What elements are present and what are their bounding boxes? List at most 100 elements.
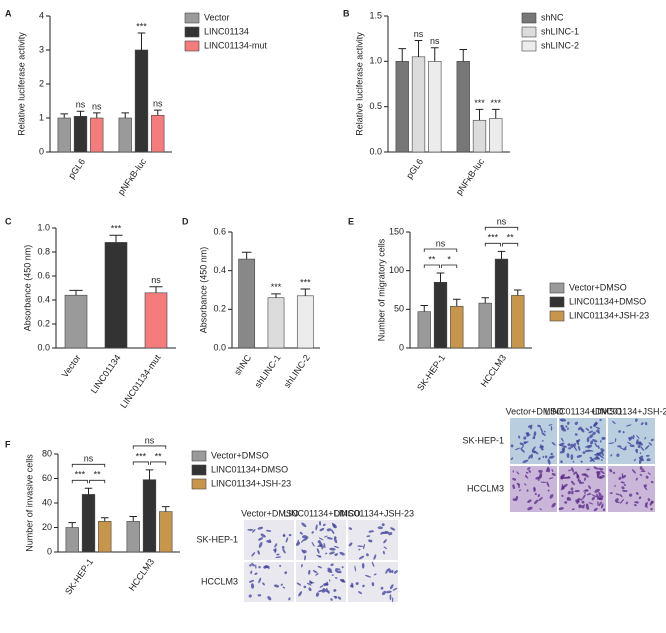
cell xyxy=(303,549,307,554)
cell xyxy=(531,450,536,454)
cell xyxy=(266,529,272,532)
cell xyxy=(257,550,260,555)
bracket-label: *** xyxy=(75,470,86,480)
legend-swatch xyxy=(191,478,207,490)
cell xyxy=(258,541,263,548)
cell xyxy=(623,483,626,487)
cell xyxy=(317,589,325,593)
cell xyxy=(250,583,255,589)
cell xyxy=(296,582,302,586)
error-bar xyxy=(452,298,461,307)
cell xyxy=(380,586,384,590)
cell xyxy=(512,484,516,490)
significance: ns xyxy=(151,275,161,285)
x-tick-label: pNFκB-luc xyxy=(116,156,149,197)
cell xyxy=(566,427,569,430)
cell xyxy=(647,472,651,475)
error-bar xyxy=(481,297,490,304)
cell xyxy=(357,545,364,548)
cell xyxy=(543,430,546,433)
cell xyxy=(629,444,635,448)
cell xyxy=(383,546,388,550)
cell xyxy=(326,537,333,540)
y-tick-label: 0.8 xyxy=(37,246,50,256)
cell xyxy=(248,594,252,598)
cell xyxy=(373,554,377,560)
cell xyxy=(364,574,372,578)
cell xyxy=(548,455,555,459)
cell xyxy=(648,442,653,446)
legend-label: shLINC-2 xyxy=(541,40,579,50)
cell xyxy=(329,551,335,555)
cell xyxy=(523,441,527,445)
cell xyxy=(578,504,582,509)
cell xyxy=(530,453,533,459)
error-bar xyxy=(69,289,83,296)
cell xyxy=(551,502,556,508)
cell xyxy=(582,451,586,455)
cell xyxy=(644,421,648,426)
legend-swatch xyxy=(191,464,207,476)
cell xyxy=(592,431,596,436)
cell xyxy=(566,453,570,458)
cell xyxy=(319,520,322,526)
cell xyxy=(298,591,303,597)
cell xyxy=(580,428,585,433)
cell xyxy=(621,473,624,479)
legend-swatch xyxy=(521,26,537,38)
cell xyxy=(337,596,342,600)
y-tick-label: 1.0 xyxy=(37,222,50,232)
bracket-label: *** xyxy=(136,451,147,461)
bar xyxy=(64,294,88,349)
bar xyxy=(411,56,426,153)
legend-swatch xyxy=(549,310,565,322)
cell xyxy=(327,590,330,594)
cell xyxy=(599,419,602,422)
cell xyxy=(567,490,571,495)
bracket-label: ** xyxy=(94,470,102,480)
x-tick-label: pNFκB-luc xyxy=(454,156,487,197)
cell xyxy=(319,527,325,532)
cell xyxy=(597,452,600,456)
cell xyxy=(267,595,272,601)
cell xyxy=(621,486,625,490)
bar xyxy=(478,302,492,349)
cell xyxy=(282,586,286,589)
cell xyxy=(625,501,629,505)
cell xyxy=(624,446,627,449)
cell xyxy=(546,466,551,473)
cell xyxy=(595,430,599,433)
micrograph xyxy=(559,418,606,464)
micrograph-row-label: SK-HEP-1 xyxy=(462,435,504,445)
cell xyxy=(257,526,264,530)
cell xyxy=(577,479,581,483)
cell xyxy=(581,500,585,504)
cell xyxy=(531,446,536,452)
y-axis-label: Relative luciferase activity xyxy=(354,32,364,136)
cell xyxy=(321,545,324,550)
cell xyxy=(514,447,521,451)
cell xyxy=(365,553,369,557)
cell xyxy=(389,584,394,590)
cell xyxy=(588,485,591,490)
cell xyxy=(568,447,572,450)
bracket-label: ns xyxy=(145,435,155,445)
cell xyxy=(599,495,604,500)
cell xyxy=(308,587,312,592)
cell xyxy=(334,536,337,539)
cell xyxy=(263,565,268,569)
cell xyxy=(635,477,638,481)
cell xyxy=(638,496,642,500)
cell xyxy=(594,453,597,456)
y-tick-label: 100 xyxy=(389,265,404,275)
cell xyxy=(368,539,371,542)
cell xyxy=(580,505,585,509)
cell xyxy=(323,542,326,549)
error-bar xyxy=(109,234,123,243)
cell xyxy=(324,552,328,555)
cell xyxy=(547,489,550,492)
cell xyxy=(627,441,632,445)
cell xyxy=(525,474,529,479)
micrograph-column-label: Vector+DMSO xyxy=(506,406,564,416)
